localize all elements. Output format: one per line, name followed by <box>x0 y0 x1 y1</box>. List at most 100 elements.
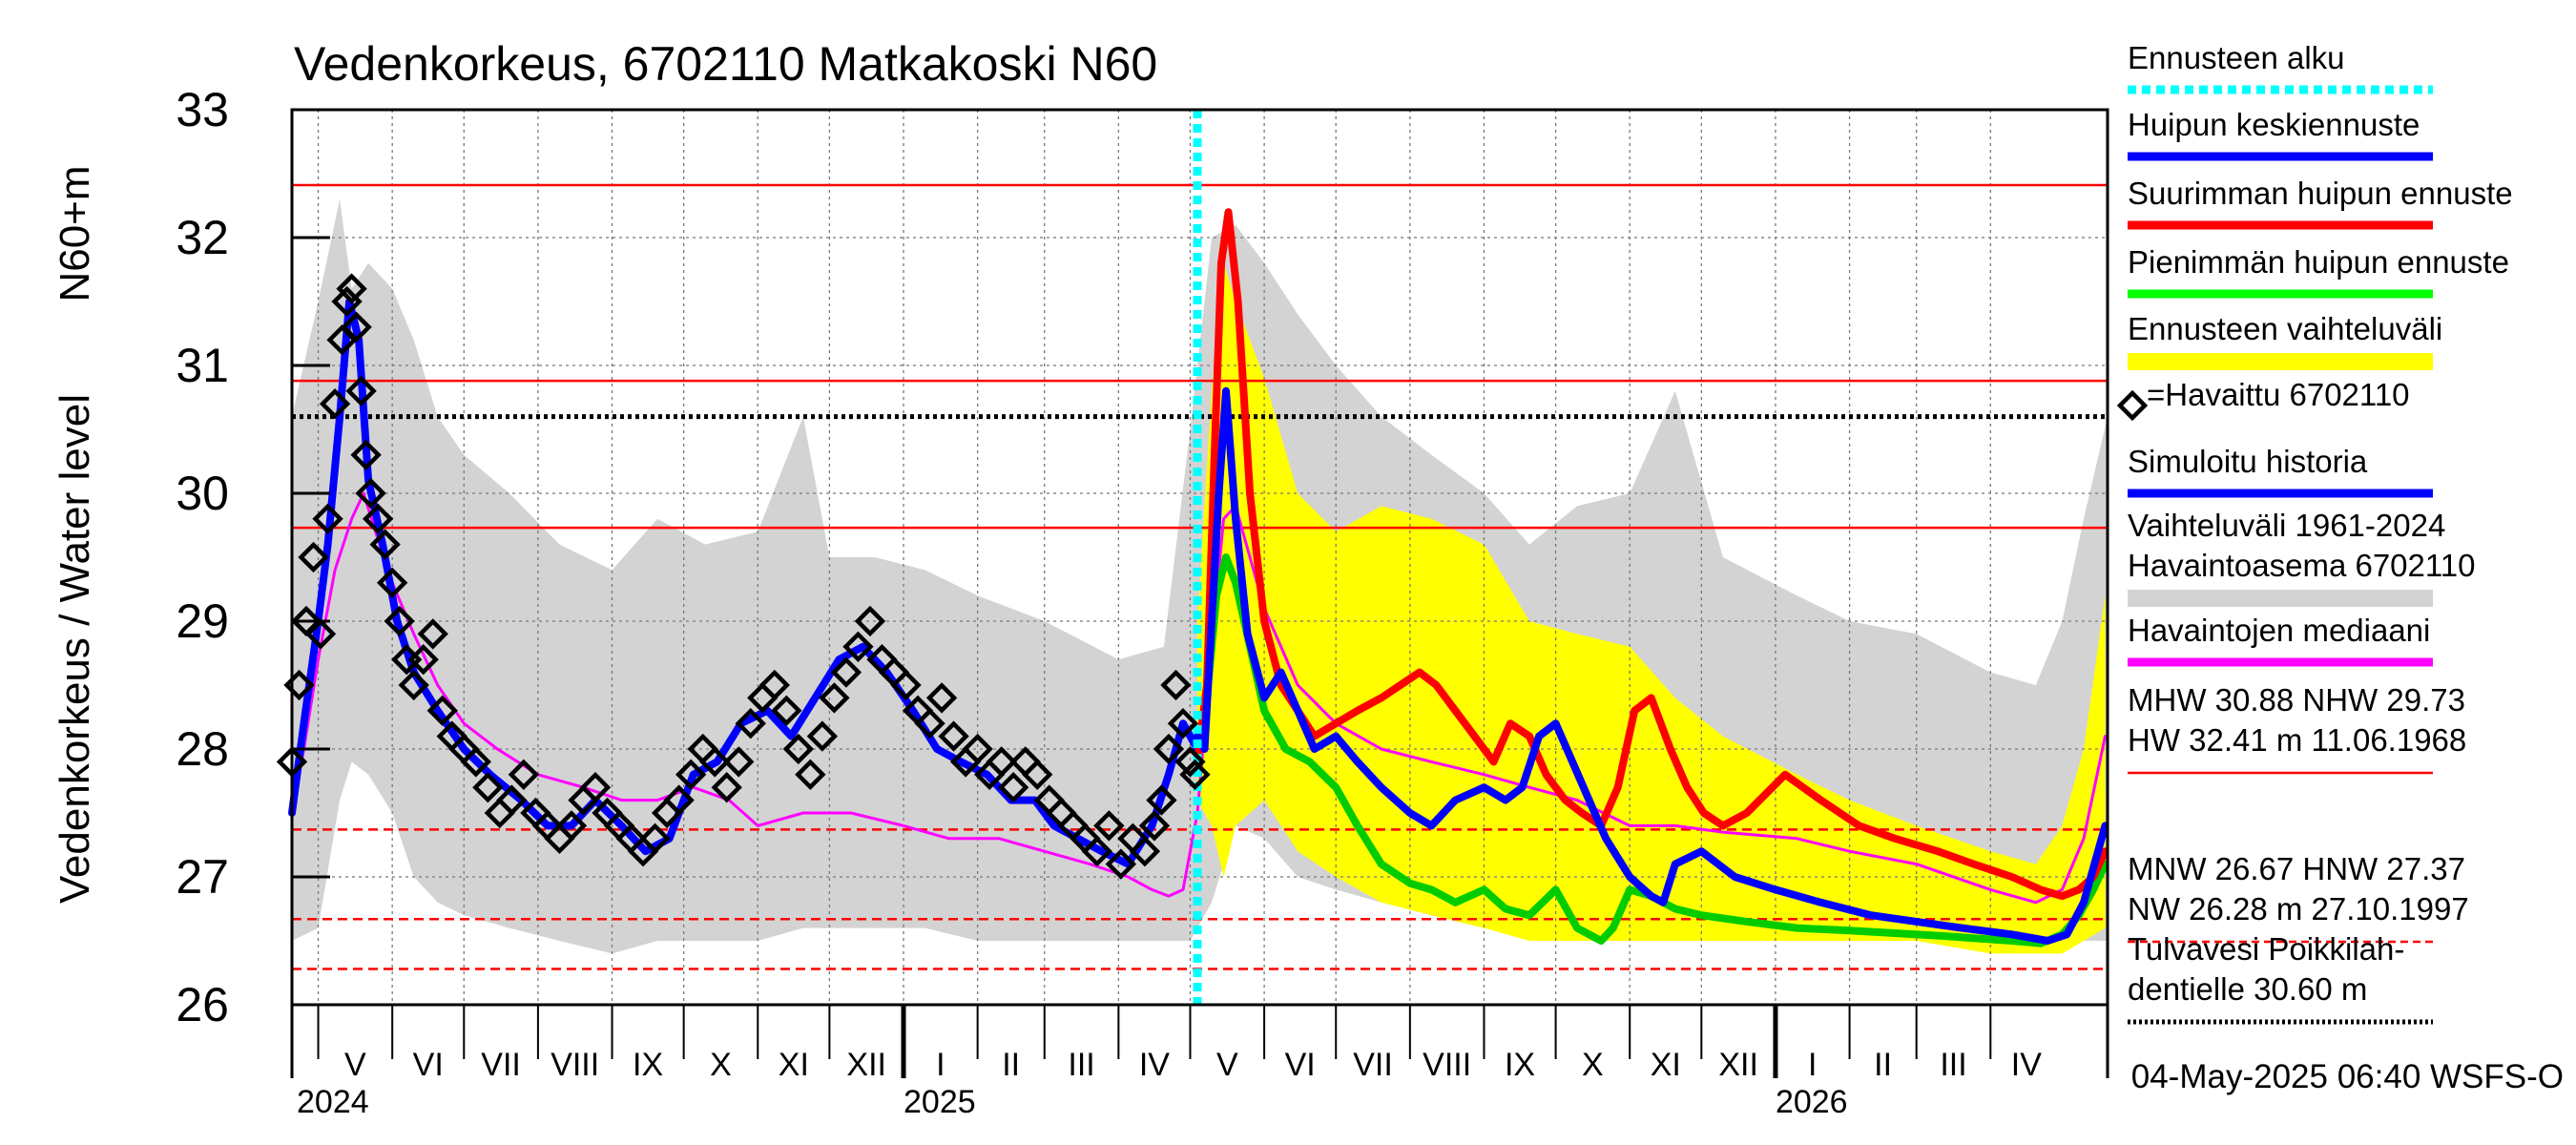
y-axis-labels: 26 27 28 29 30 31 32 33 <box>176 83 229 1031</box>
y-axis-unit-label: N60+m <box>52 165 98 302</box>
observed-point <box>711 772 742 803</box>
y-tick-label: 27 <box>176 850 229 904</box>
stats-line: NW 26.28 m 27.10.1997 <box>2128 891 2469 926</box>
observed-point <box>1153 733 1185 765</box>
observed-point <box>842 631 874 662</box>
observed-point <box>735 708 766 739</box>
observed-point <box>795 759 826 790</box>
y-tick-label: 30 <box>176 467 229 520</box>
plot-frame <box>290 108 2109 1007</box>
legend-swatch <box>2128 590 2433 607</box>
observed-point <box>699 746 731 778</box>
legend-label: Vaihteluväli 1961-2024 <box>2128 508 2445 543</box>
observed-markers <box>276 273 1211 880</box>
x-month-label: VIII <box>1423 1047 1471 1083</box>
x-month-label: III <box>1940 1047 1966 1083</box>
observed-point <box>345 375 377 406</box>
observed-point <box>830 656 862 688</box>
x-month-label: X <box>710 1047 732 1083</box>
observed-point <box>417 618 448 650</box>
x-month-label: VIII <box>551 1047 599 1083</box>
x-axis-labels: V VI VII VIII IX X XI XII I II III IV V VI VII VIII IX X X… <box>297 1047 2042 1120</box>
observed-point <box>579 772 612 803</box>
observed-point <box>319 388 351 420</box>
legend-label: =Havaittu 6702110 <box>2147 377 2410 412</box>
observed-point <box>1022 759 1053 790</box>
stats-line: dentielle 30.60 m <box>2128 971 2367 1007</box>
forecast-min-line <box>1194 553 2109 947</box>
y-tick-label: 33 <box>176 83 229 136</box>
y-tick-label: 31 <box>176 339 229 392</box>
observed-point <box>758 669 790 701</box>
observed-point <box>298 541 329 573</box>
observed-point <box>1093 810 1125 842</box>
x-year-label: 2024 <box>297 1084 369 1120</box>
legend-sublabel: Havaintoasema 6702110 <box>2128 548 2475 583</box>
x-month-label: II <box>1002 1047 1020 1083</box>
x-month-label: II <box>1874 1047 1892 1083</box>
x-month-label: VI <box>413 1047 444 1083</box>
observed-point <box>663 784 695 816</box>
observed-point <box>854 605 886 637</box>
x-month-label: VII <box>481 1047 521 1083</box>
x-month-label: V <box>1216 1047 1238 1083</box>
forecast-range-band <box>1197 262 2106 954</box>
x-month-label: VI <box>1285 1047 1316 1083</box>
footer-timestamp: 04-May-2025 06:40 WSFS-O <box>2131 1058 2564 1095</box>
x-month-label: XI <box>1651 1047 1681 1083</box>
observed-point <box>555 810 588 842</box>
y-tick-label: 29 <box>176 594 229 648</box>
legend-label: Ennusteen vaihteluväli <box>2128 311 2442 346</box>
y-tick-label: 28 <box>176 722 229 776</box>
observed-point <box>782 733 815 765</box>
observed-point <box>771 695 802 726</box>
chart-title: Vedenkorkeus, 6702110 Matkakoski N60 <box>294 37 1157 91</box>
x-year-label: 2026 <box>1776 1084 1848 1120</box>
x-year-label: 2025 <box>904 1084 976 1120</box>
observed-point <box>675 759 707 790</box>
stats-line: HW 32.41 m 11.06.1968 <box>2128 722 2466 758</box>
observed-point <box>362 503 394 534</box>
x-month-label: V <box>344 1047 366 1083</box>
observed-point <box>508 759 540 790</box>
observed-point <box>914 708 945 739</box>
observed-point <box>350 439 382 470</box>
observed-point <box>1179 759 1211 790</box>
legend-label: Pienimmän huipun ennuste <box>2128 244 2509 280</box>
observed-point <box>890 669 922 701</box>
x-month-label: XII <box>1718 1047 1758 1083</box>
x-month-label: IX <box>633 1047 663 1083</box>
observed-point <box>986 746 1017 778</box>
legend-marker-observed <box>2116 389 2149 422</box>
observed-point <box>496 784 528 816</box>
observed-point <box>938 720 969 752</box>
observed-point <box>398 669 429 701</box>
x-month-label: VII <box>1353 1047 1393 1083</box>
observed-point <box>1167 708 1199 739</box>
forecast-mean-line <box>1194 386 2109 945</box>
x-month-label: IV <box>2011 1047 2042 1083</box>
observed-point <box>1105 848 1137 880</box>
observed-point <box>1146 784 1177 816</box>
x-month-label: XII <box>846 1047 886 1083</box>
grid-lines <box>292 109 2108 1006</box>
legend-label: Suurimman huipun ennuste <box>2128 176 2513 211</box>
legend-label: Ennusteen alku <box>2128 40 2345 75</box>
observed-point <box>304 618 337 650</box>
x-month-label: III <box>1068 1047 1094 1083</box>
observed-point <box>384 605 415 637</box>
x-month-label: XI <box>779 1047 809 1083</box>
stats-line: Tulvavesi Poikkilah- <box>2128 931 2404 967</box>
series-lines <box>288 110 2109 1005</box>
observed-point <box>1129 836 1161 867</box>
axes <box>290 108 2109 1078</box>
observed-point <box>806 720 839 752</box>
x-month-label: I <box>936 1047 945 1083</box>
x-month-label: X <box>1582 1047 1604 1083</box>
legend-label: Huipun keskiennuste <box>2128 107 2420 142</box>
legend-swatch <box>2128 353 2433 370</box>
x-month-label: I <box>1808 1047 1817 1083</box>
stats-line: MNW 26.67 HNW 27.37 <box>2128 851 2465 886</box>
observed-point <box>312 503 343 534</box>
